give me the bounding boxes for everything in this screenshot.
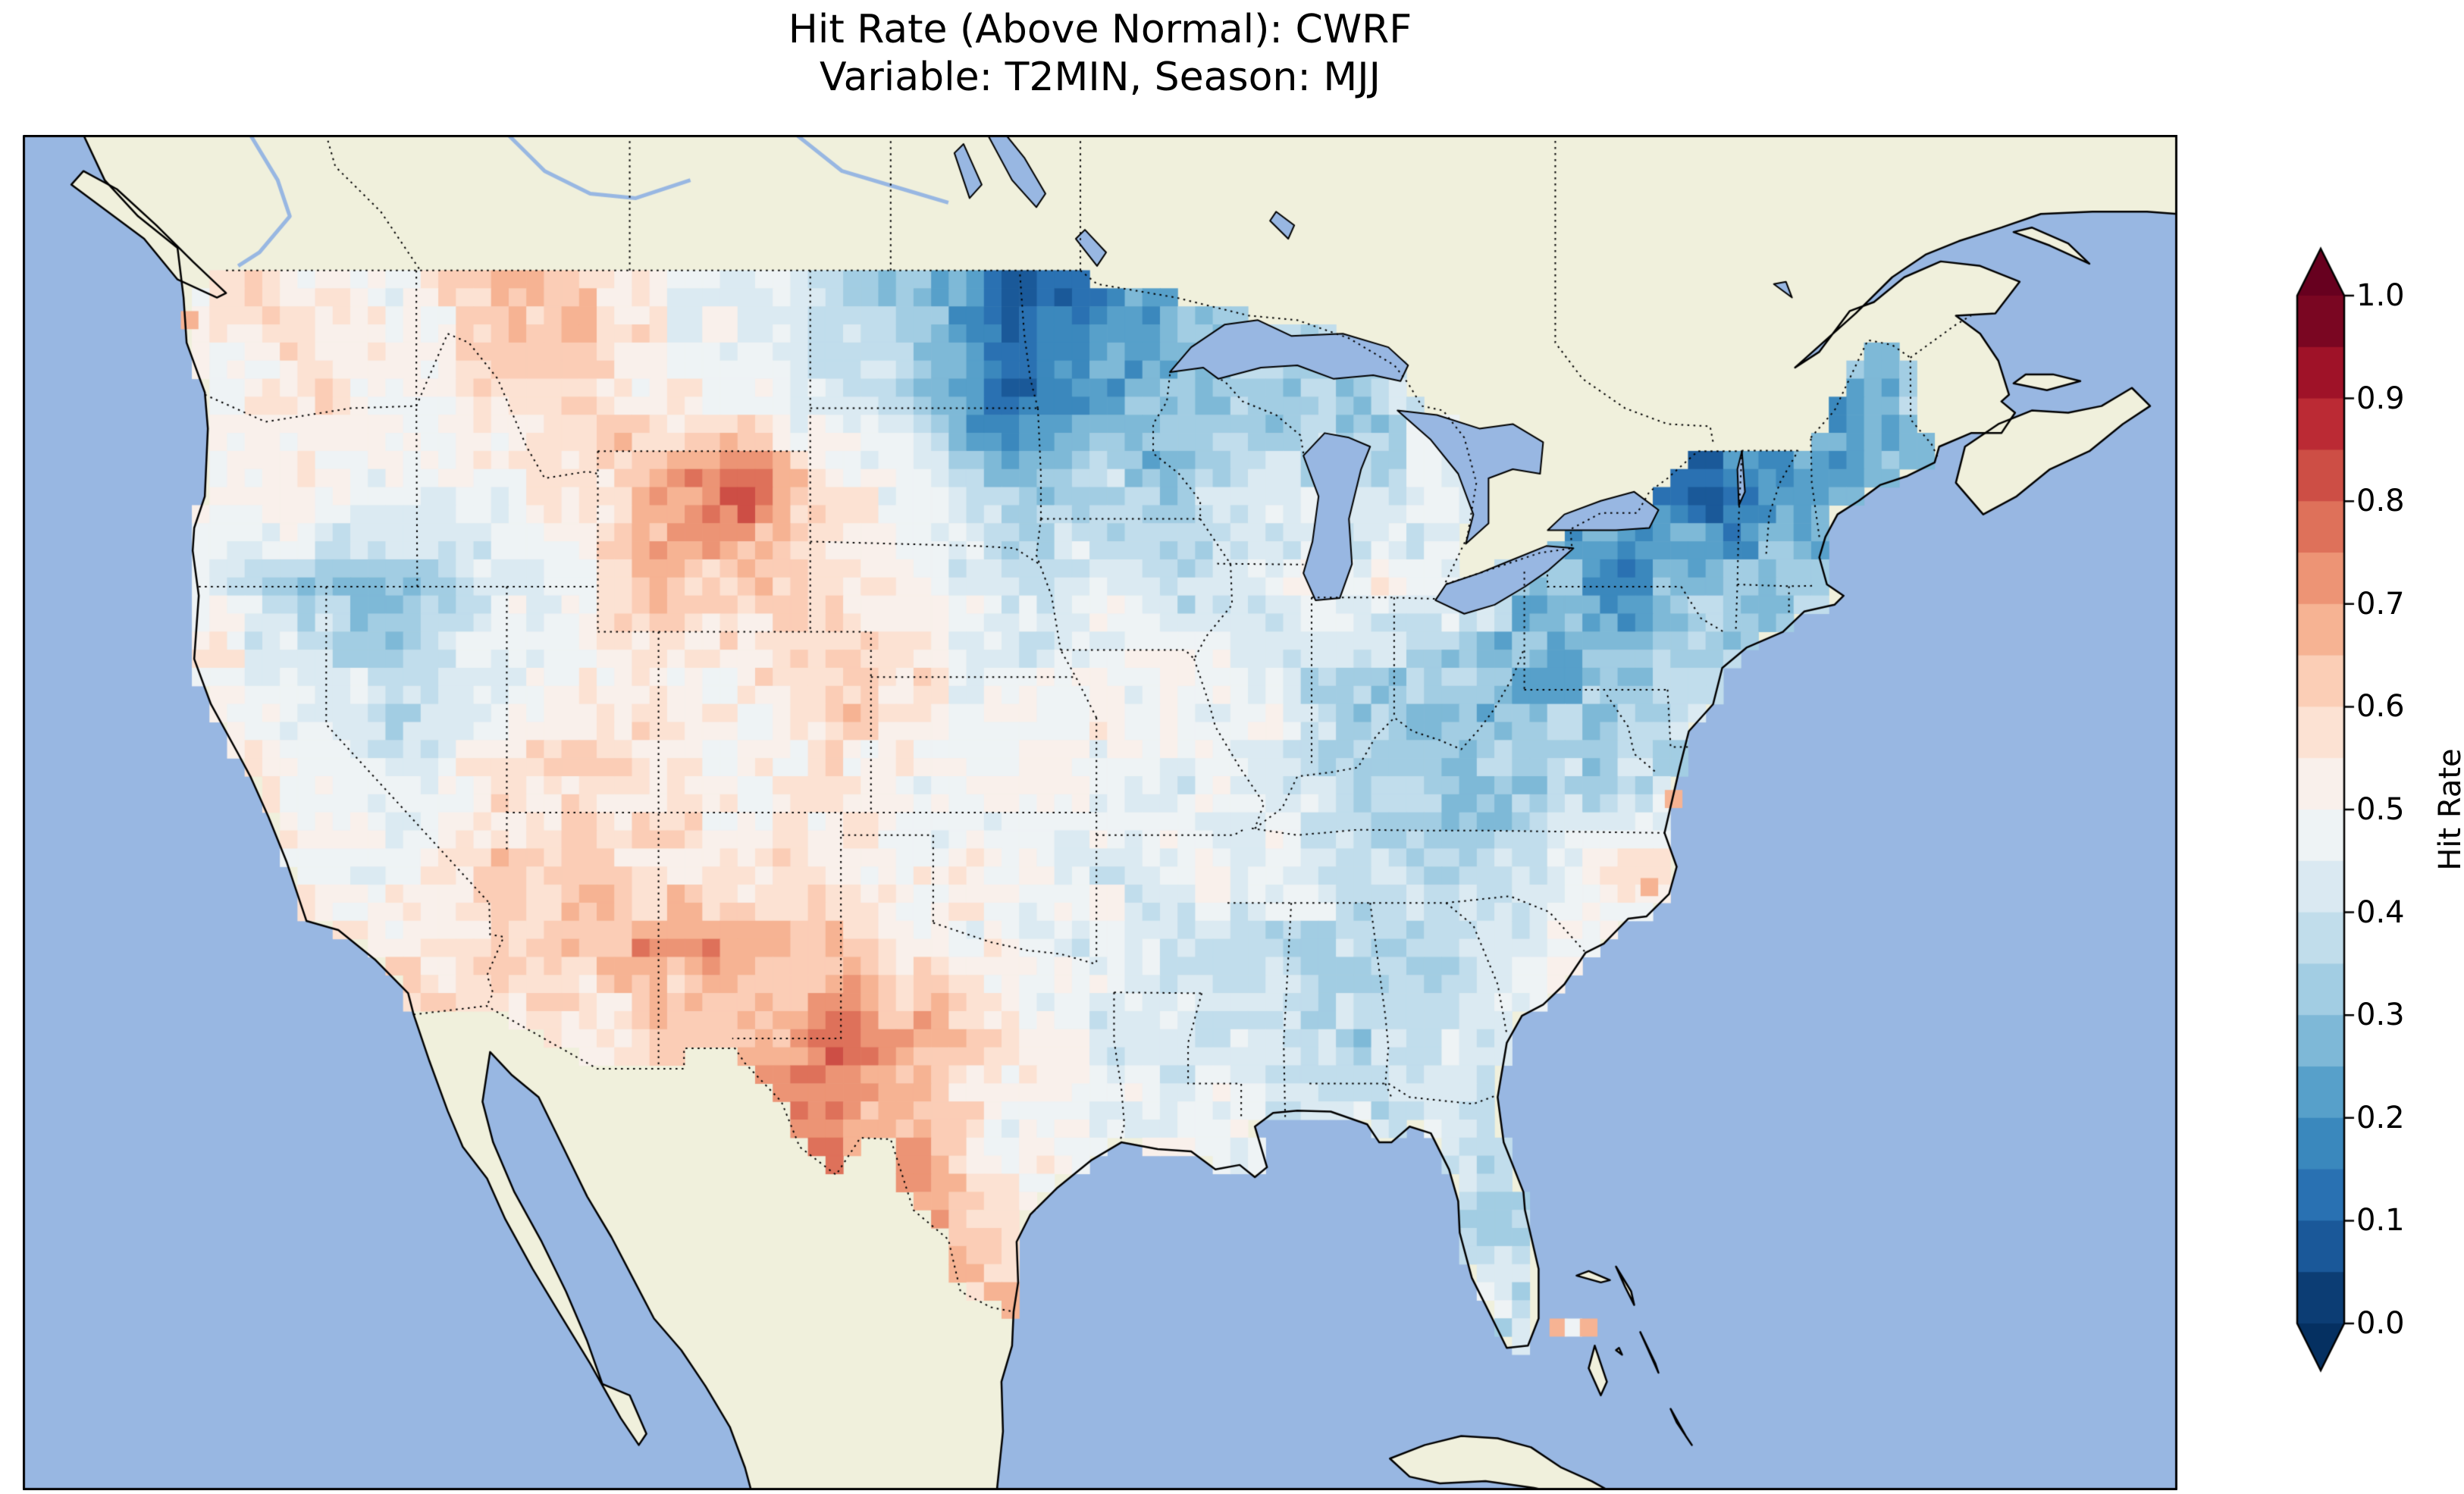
colorbar-tick-label: 0.2 — [2356, 1100, 2405, 1135]
colorbar-tick-label: 1.0 — [2356, 278, 2405, 313]
colorbar-canvas — [2278, 235, 2369, 1387]
colorbar-tick-label: 0.0 — [2356, 1306, 2405, 1341]
colorbar-tick-label: 0.8 — [2356, 484, 2405, 519]
map-canvas — [23, 135, 2177, 1490]
colorbar-tick-label: 0.6 — [2356, 689, 2405, 725]
colorbar-tick-label: 0.4 — [2356, 894, 2405, 930]
figure-title: Hit Rate (Above Normal): CWRF Variable: … — [23, 6, 2177, 102]
colorbar-tick-label: 0.9 — [2356, 381, 2405, 416]
colorbar-tick-label: 0.3 — [2356, 998, 2405, 1033]
colorbar-tick-label: 0.5 — [2356, 792, 2405, 827]
colorbar-tick-label: 0.7 — [2356, 586, 2405, 622]
figure-title-line2: Variable: T2MIN, Season: MJJ — [820, 55, 1381, 101]
colorbar-axis-label: Hit Rate — [2433, 748, 2464, 871]
figure-title-line1: Hit Rate (Above Normal): CWRF — [788, 7, 1412, 52]
colorbar-tick-label: 0.1 — [2356, 1203, 2405, 1239]
